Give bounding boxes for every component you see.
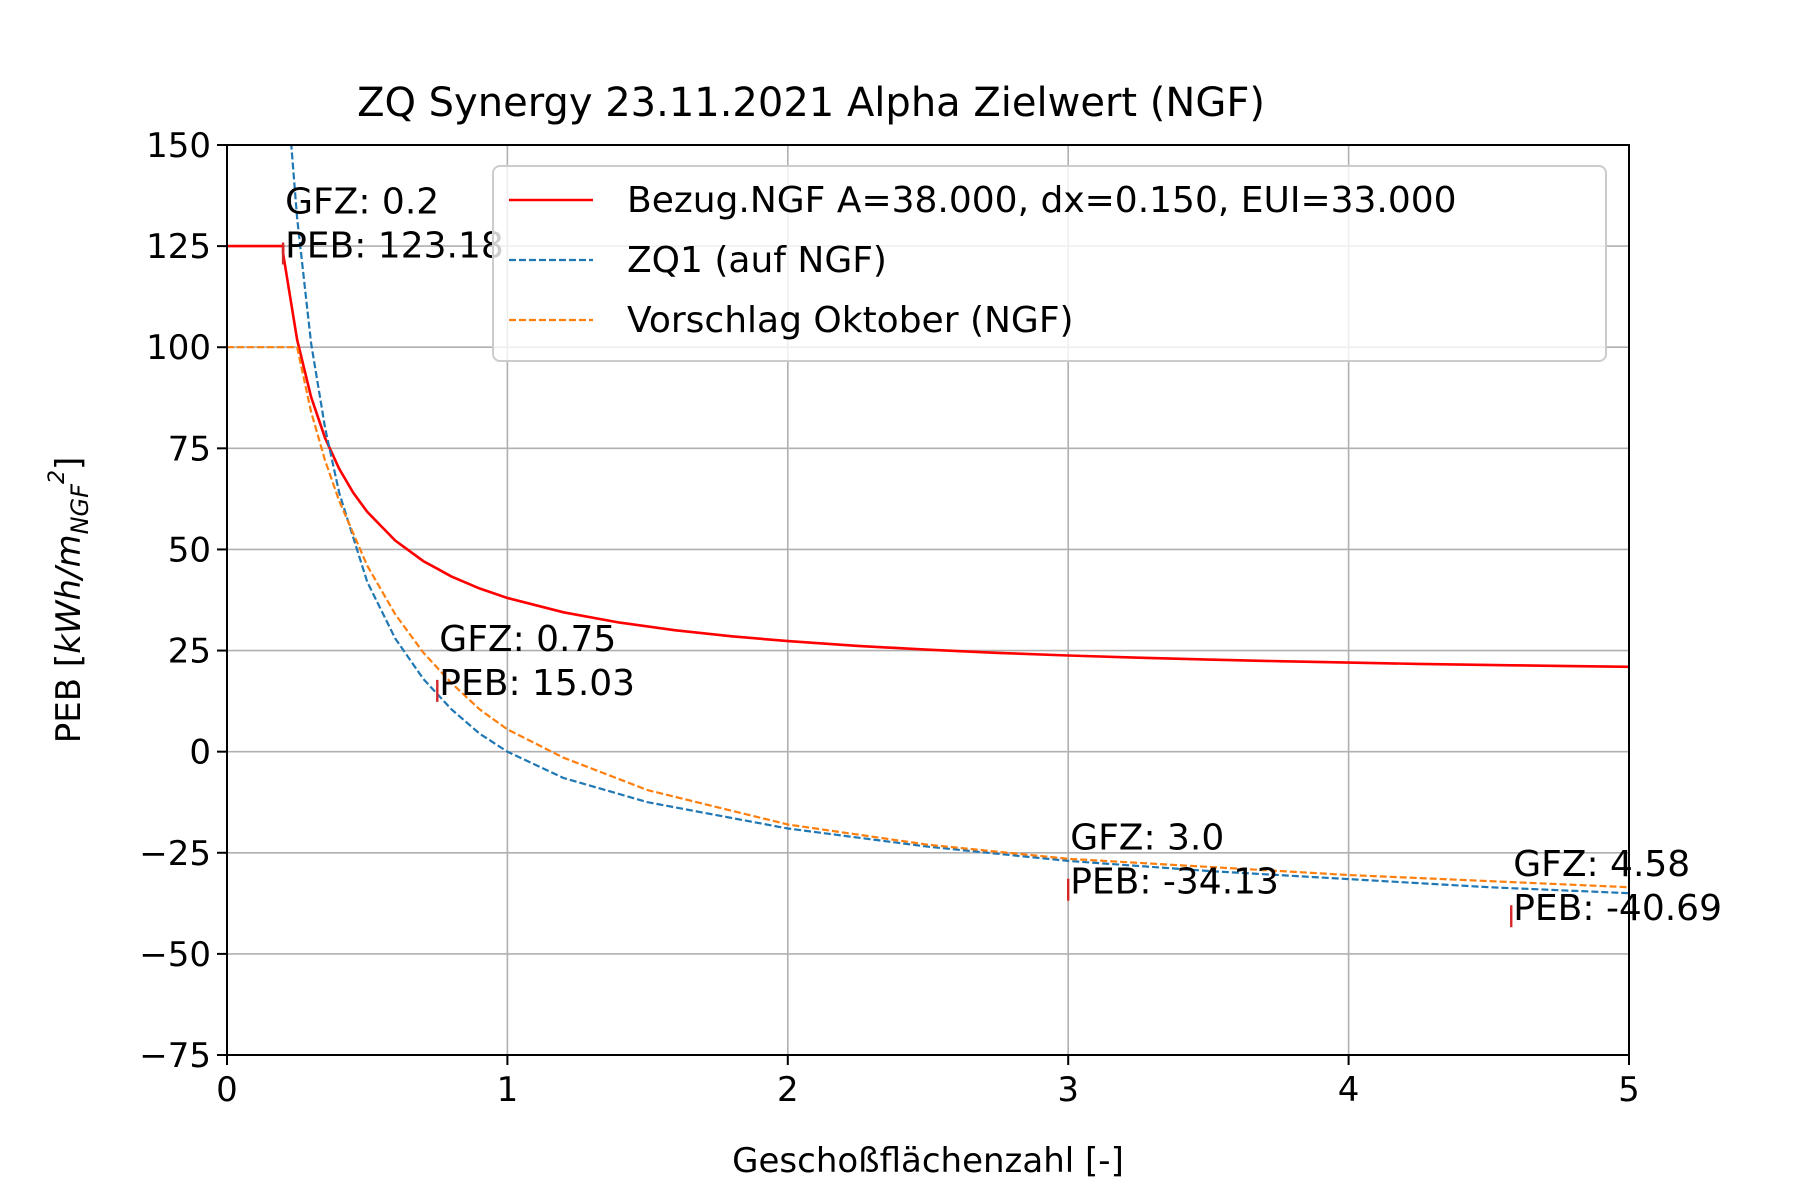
x-tick-label: 5 <box>1618 1070 1640 1110</box>
annotation-gfz: GFZ: 0.75 <box>439 619 616 660</box>
annotation-label: GFZ: 3.0 PEB: -34.13 <box>1070 818 1279 903</box>
y-tick-label: 0 <box>189 733 211 773</box>
y-tick-label: 25 <box>168 632 211 672</box>
x-tick-label: 0 <box>216 1070 238 1110</box>
markers-group <box>281 242 1513 928</box>
legend: Bezug.NGF A=38.000, dx=0.150, EUI=33.000… <box>492 165 1607 362</box>
annotation-label: GFZ: 0.2 PEB: 123.18 <box>285 181 504 266</box>
annotation-gfz: GFZ: 3.0 <box>1070 818 1224 859</box>
y-tick-label: 100 <box>146 328 211 368</box>
legend-label-2: ZQ1 (auf NGF) <box>627 240 887 281</box>
annotation-label: GFZ: 0.75 PEB: 15.03 <box>439 619 635 704</box>
x-tick-label: 4 <box>1338 1070 1360 1110</box>
x-tick-label: 3 <box>1057 1070 1079 1110</box>
y-tick-label: −75 <box>139 1036 211 1076</box>
annotation-gfz: GFZ: 0.2 <box>285 181 439 222</box>
y-tick-label: 150 <box>146 126 211 166</box>
ticks-group: 0 1 2 3 4 5 −75 −50 −25 0 25 50 75 100 125 150 <box>139 126 1640 1110</box>
series-group <box>227 145 1629 895</box>
y-axis-label-sub: NGF <box>66 483 94 535</box>
annotation-gfz: GFZ: 4.58 <box>1513 844 1690 885</box>
y-tick-label: 75 <box>168 429 211 469</box>
y-tick-label: −50 <box>139 935 211 975</box>
y-axis-label-main: PEB [ <box>49 654 89 743</box>
y-axis-label: PEB [kWh/mNGF2] <box>45 457 94 743</box>
legend-label-3: Vorschlag Oktober (NGF) <box>627 300 1074 341</box>
annotation-peb: PEB: 15.03 <box>439 663 635 704</box>
series-line-3 <box>227 346 1629 889</box>
y-tick-label: 125 <box>146 227 211 267</box>
series-line-2 <box>290 145 1629 895</box>
y-axis-label-close: ] <box>49 457 89 470</box>
annotation-peb: PEB: 123.18 <box>285 225 504 266</box>
x-tick-label: 1 <box>497 1070 519 1110</box>
y-tick-label: 50 <box>168 530 211 570</box>
annotation-peb: PEB: -40.69 <box>1513 888 1722 929</box>
legend-box <box>492 165 1607 362</box>
x-tick-label: 2 <box>777 1070 799 1110</box>
y-axis-label-unit: kWh/m <box>49 534 89 653</box>
y-tick-label: −25 <box>139 834 211 874</box>
annotation-peb: PEB: -34.13 <box>1070 862 1279 903</box>
chart-title: ZQ Synergy 23.11.2021 Alpha Zielwert (NG… <box>357 80 1265 126</box>
annotation-label: GFZ: 4.58 PEB: -40.69 <box>1513 844 1722 929</box>
y-axis-label-sup: 2 <box>45 470 70 484</box>
legend-label-1: Bezug.NGF A=38.000, dx=0.150, EUI=33.000 <box>627 180 1457 221</box>
plot-frame <box>226 144 1630 1056</box>
x-axis-label: Geschoßflächenzahl [-] <box>732 1141 1124 1181</box>
